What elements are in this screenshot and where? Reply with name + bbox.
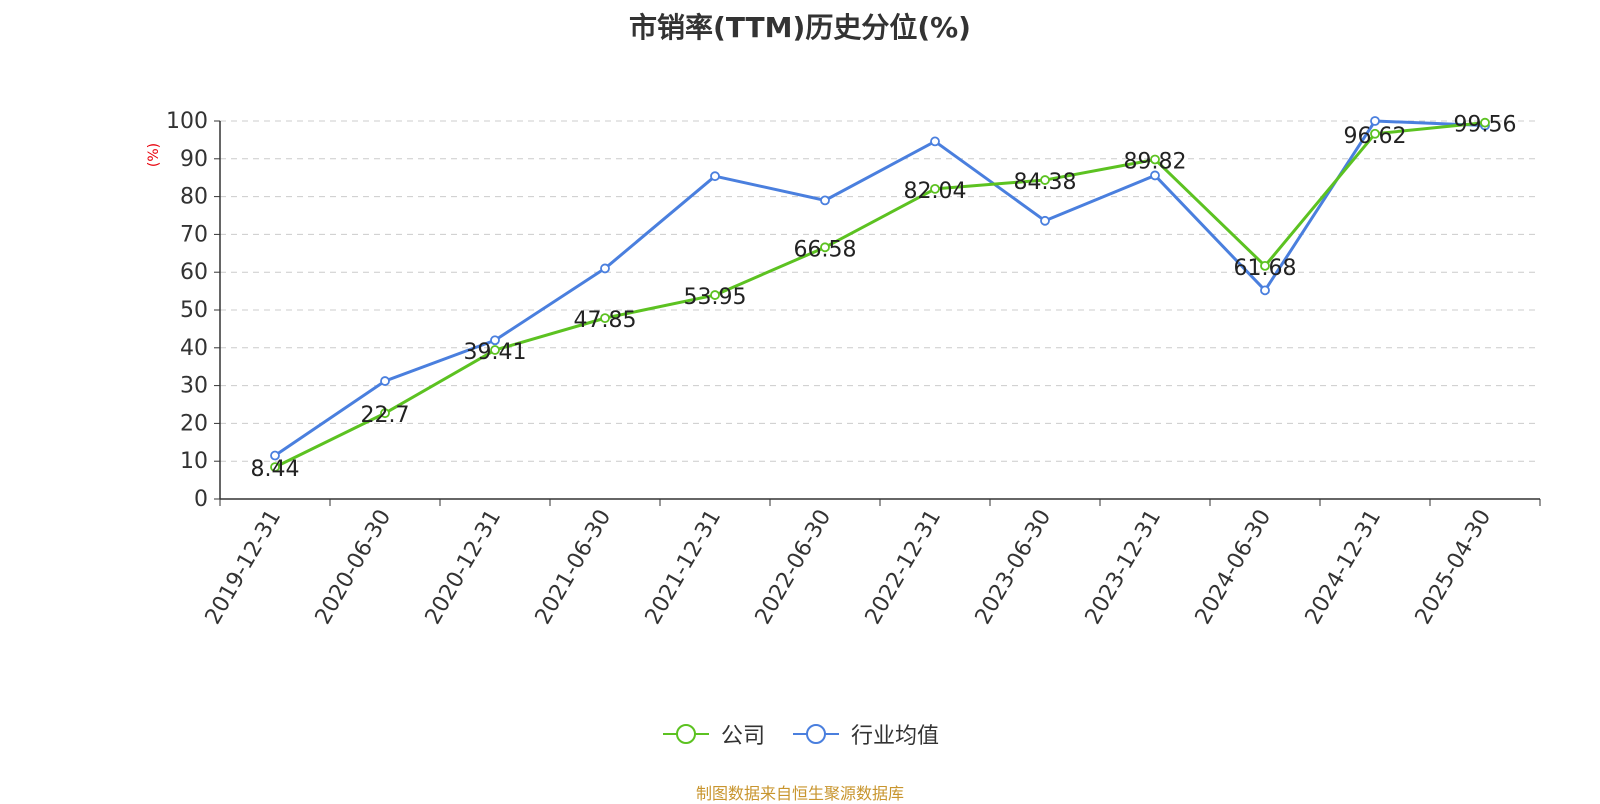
x-tick-label: 2023-06-30 xyxy=(971,506,1057,629)
data-point-company xyxy=(930,183,940,194)
data-point-industry xyxy=(1040,215,1050,226)
data-point-industry xyxy=(600,263,610,274)
data-label: 47.85 xyxy=(574,308,637,333)
data-point-industry xyxy=(930,136,940,147)
data-point-industry xyxy=(820,195,830,206)
legend-item-company[interactable]: 公司 xyxy=(661,718,765,750)
data-point-company xyxy=(710,290,720,300)
data-label: 39.41 xyxy=(464,340,527,365)
x-tick-label: 2022-06-30 xyxy=(751,506,837,629)
legend-label-industry: 行业均值 xyxy=(851,724,940,749)
series-line-industry xyxy=(274,119,1486,457)
y-tick-label: 10 xyxy=(180,449,208,474)
data-label: 84.38 xyxy=(1014,170,1077,195)
gridlines xyxy=(220,120,1540,462)
legend-item-industry[interactable]: 行业均值 xyxy=(791,718,939,750)
data-label: 66.58 xyxy=(794,237,857,262)
data-label: 99.56 xyxy=(1454,113,1517,138)
series-line-company xyxy=(274,121,1486,469)
data-point-company xyxy=(380,408,390,419)
x-tick-label: 2023-12-31 xyxy=(1081,506,1167,629)
series-lines xyxy=(270,116,1490,472)
y-tick-label: 80 xyxy=(180,185,208,210)
source-note: 制图数据来自恒生聚源数据库 xyxy=(695,784,904,803)
data-point-industry xyxy=(380,376,390,386)
y-tick-label: 30 xyxy=(180,374,208,399)
data-label: 53.95 xyxy=(684,285,747,310)
legend-label-company: 公司 xyxy=(720,724,765,749)
data-point-company xyxy=(1370,128,1380,139)
y-tick-label: 0 xyxy=(194,487,208,512)
y-tick-label: 100 xyxy=(166,109,208,134)
data-point-industry xyxy=(1260,285,1270,296)
x-tick-label: 2021-06-30 xyxy=(531,506,617,629)
data-label: 82.04 xyxy=(904,179,967,204)
y-tick-label: 90 xyxy=(180,147,208,172)
data-label: 96.62 xyxy=(1344,124,1407,149)
data-label: 22.7 xyxy=(361,403,410,428)
legend-company-line-icon xyxy=(662,724,709,744)
data-point-company xyxy=(1260,260,1270,271)
data-point-company xyxy=(1480,117,1490,128)
x-tick-label: 2024-06-30 xyxy=(1191,506,1277,629)
x-tick-label: 2020-06-30 xyxy=(311,506,397,629)
data-point-industry xyxy=(490,335,500,346)
legend: 公司 行业均值 xyxy=(0,718,1600,750)
data-label: 89.82 xyxy=(1124,149,1187,174)
data-point-industry xyxy=(1370,116,1380,126)
data-point-company xyxy=(1150,154,1160,165)
y-axis-label: (%) xyxy=(146,143,162,167)
data-point-company xyxy=(820,242,830,253)
x-tick-label: 2020-12-31 xyxy=(421,506,507,629)
data-point-company xyxy=(490,345,500,355)
data-point-industry xyxy=(710,171,720,182)
data-point-company xyxy=(1040,175,1050,185)
y-tick-label: 20 xyxy=(180,411,208,436)
x-tick-label: 2025-04-30 xyxy=(1411,506,1497,629)
data-labels: 8.44 22.7 39.41 47.85 53.95 66.58 82.04 84.38 89… xyxy=(251,113,1517,482)
chart-title: 市销率(TTM)历史分位(%) xyxy=(629,11,971,44)
x-tick-label: 2021-12-31 xyxy=(641,506,727,629)
y-tick-label: 70 xyxy=(180,222,208,247)
x-tick-label: 2024-12-31 xyxy=(1301,506,1387,629)
data-point-company xyxy=(270,462,280,472)
data-label: 8.44 xyxy=(251,457,300,482)
y-tick-label: 50 xyxy=(180,298,208,323)
data-point-industry xyxy=(1150,170,1160,181)
data-point-company xyxy=(600,313,610,324)
x-tick-label: 2022-12-31 xyxy=(861,506,947,629)
legend-industry-line-icon xyxy=(793,724,839,744)
y-tick-label: 40 xyxy=(180,336,208,361)
data-label: 61.68 xyxy=(1234,256,1297,281)
y-tick-label: 60 xyxy=(180,260,208,285)
x-tick-label: 2019-12-31 xyxy=(201,506,287,629)
data-point-industry xyxy=(270,450,280,461)
